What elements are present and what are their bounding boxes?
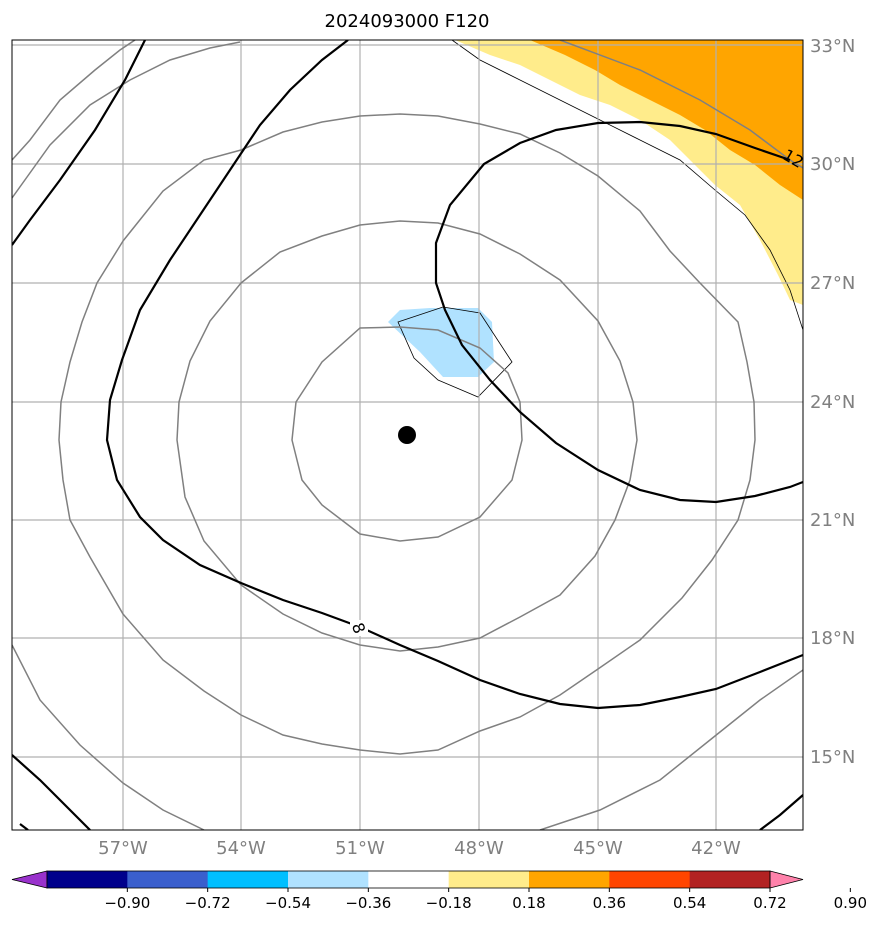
colorbar-segment [288, 871, 369, 888]
black-contours [12, 40, 803, 830]
colorbar-extend-max [769, 870, 804, 889]
colorbar-tick-label: −0.18 [426, 894, 472, 912]
lon-label-57w: 57°W [98, 838, 148, 859]
colorbar-outline [46, 870, 771, 889]
colorbar-extend-min [11, 870, 48, 889]
colorbar-segment [207, 871, 289, 888]
orange-shaded-area [530, 40, 803, 200]
lon-label-54w: 54°W [216, 838, 266, 859]
map-panel: 8 12 [12, 40, 803, 830]
lat-label-24n: 24°N [810, 392, 855, 413]
colorbar-tick-label: 0.72 [753, 894, 786, 912]
colorbar-tick-label: −0.36 [345, 894, 391, 912]
gray-concentric-contours [12, 40, 803, 830]
colorbar-tick-label: 0.36 [593, 894, 626, 912]
colorbar-tick-label: 0.90 [834, 894, 867, 912]
gray-contour-ring-4c [539, 669, 803, 830]
lon-label-48w: 48°W [454, 838, 504, 859]
gray-contour-ring-4 [12, 41, 241, 199]
colorbar-segment [689, 871, 771, 888]
contour-8-main [105, 40, 803, 710]
contour-8 [12, 40, 146, 246]
lat-label-27n: 27°N [810, 273, 855, 294]
colorbar-ticks: −0.90 −0.72 −0.54 −0.36 −0.18 0.18 0.36 0.54 0.7… [104, 888, 867, 912]
colorbar-segment [448, 871, 530, 888]
longitude-labels: 57°W 54°W 51°W 48°W 45°W 42°W [98, 838, 741, 859]
colorbar-segment [368, 871, 450, 888]
gray-contour-ring-1 [291, 326, 523, 542]
colorbar-tick-label: 0.18 [512, 894, 545, 912]
gray-contour-ring-3 [58, 113, 756, 755]
thin-contour-outline-ne [451, 40, 803, 331]
latitude-labels: 33°N 30°N 27°N 24°N 21°N 18°N 15°N [810, 36, 855, 768]
lon-label-51w: 51°W [335, 838, 385, 859]
lon-label-42w: 42°W [691, 838, 741, 859]
light-blue-shaded-area [388, 308, 494, 377]
colorbar [11, 870, 804, 889]
contour-small-sw [19, 823, 29, 830]
gray-contour-ring-5 [12, 40, 136, 161]
colorbar-segment [47, 871, 128, 888]
storm-center-marker [398, 426, 416, 444]
map-border [11, 39, 804, 831]
contour-label-bg [350, 620, 368, 636]
map-title: 2024093000 F120 [325, 11, 490, 32]
contour-12-sw [12, 754, 91, 830]
colorbar-tick-label: 0.54 [673, 894, 706, 912]
gray-contour-ring-2 [176, 220, 638, 652]
lat-label-33n: 33°N [810, 36, 855, 57]
lon-label-45w: 45°W [573, 838, 623, 859]
colorbar-segment [127, 871, 209, 888]
colorbar-tick-label: −0.54 [265, 894, 311, 912]
lat-label-21n: 21°N [810, 510, 855, 531]
contour-12 [434, 120, 803, 504]
colorbar-segment [609, 871, 691, 888]
gray-contour-ring-4b [12, 644, 205, 830]
thin-contour-outline [397, 306, 513, 398]
colorbar-tick-label: −0.90 [104, 894, 150, 912]
colorbar-segment [529, 871, 610, 888]
gray-contour-ring-4d [559, 40, 803, 169]
lat-label-30n: 30°N [810, 154, 855, 175]
contour-12-se [759, 794, 803, 830]
lat-label-15n: 15°N [810, 747, 855, 768]
lat-label-18n: 18°N [810, 628, 855, 649]
colorbar-tick-label: −0.72 [185, 894, 231, 912]
